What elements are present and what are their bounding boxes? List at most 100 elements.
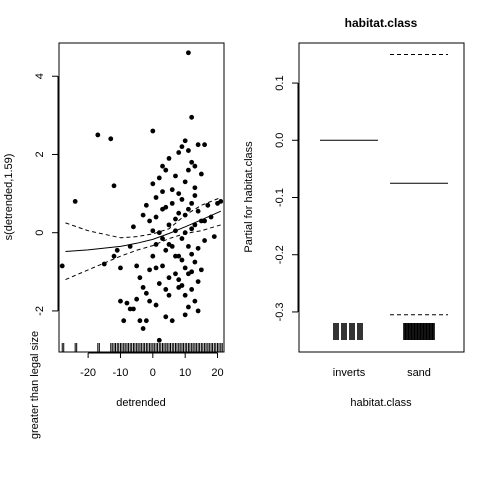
- data-point: [163, 287, 169, 292]
- data-point: [163, 204, 169, 210]
- data-point: [192, 298, 198, 304]
- left-rug: [61, 343, 223, 352]
- right-panel: habitat.class inverts sand -0.3 -0.2 -0.1 0.…: [243, 16, 465, 409]
- right-x-category-label: inverts: [333, 367, 366, 379]
- data-point: [202, 238, 207, 243]
- left-y-tick-label: 4: [34, 73, 46, 79]
- right-y-axis: -0.3 -0.2 -0.1 0.0 0.1: [274, 75, 299, 321]
- data-point: [156, 337, 162, 343]
- data-point: [179, 257, 185, 263]
- data-point: [173, 216, 178, 222]
- data-point: [192, 185, 198, 191]
- data-point: [143, 202, 149, 208]
- data-point: [134, 263, 140, 269]
- data-point: [150, 128, 156, 134]
- data-point: [150, 228, 156, 234]
- data-point: [169, 187, 175, 193]
- data-point: [218, 199, 224, 204]
- right-y-tick-label: -0.3: [274, 302, 286, 321]
- data-point: [195, 208, 201, 214]
- data-point: [150, 181, 156, 187]
- data-point: [176, 277, 182, 283]
- data-point: [150, 253, 156, 259]
- data-point: [173, 253, 178, 259]
- data-point: [124, 300, 130, 306]
- data-point: [189, 287, 195, 292]
- right-y-tick-label: -0.2: [274, 245, 286, 264]
- data-point: [186, 206, 191, 212]
- data-point: [156, 281, 162, 286]
- data-point: [118, 298, 123, 304]
- data-point: [134, 296, 140, 302]
- right-y-tick-label: -0.1: [274, 188, 286, 207]
- data-point: [169, 200, 175, 206]
- data-point: [205, 202, 211, 208]
- data-point: [192, 193, 198, 198]
- data-point: [189, 251, 195, 257]
- right-plot-frame: [298, 42, 465, 353]
- left-x-axis-title: detrended: [116, 397, 166, 409]
- data-point: [147, 218, 152, 224]
- data-point: [153, 195, 159, 200]
- data-point: [176, 191, 182, 196]
- data-point: [189, 269, 195, 275]
- data-point: [118, 265, 123, 271]
- data-point: [59, 263, 65, 269]
- data-point: [153, 302, 159, 308]
- data-point: [195, 142, 201, 148]
- lower-confidence-band: [65, 224, 221, 281]
- data-point: [186, 167, 191, 173]
- data-point: [160, 236, 165, 241]
- right-x-category-label: sand: [407, 367, 431, 379]
- data-point: [189, 226, 195, 232]
- left-y-tick-label: 2: [34, 151, 46, 157]
- data-point: [182, 179, 188, 185]
- data-point: [179, 144, 185, 150]
- right-x-axis-title: habitat.class: [350, 397, 412, 409]
- right-chart-title: habitat.class: [345, 16, 418, 30]
- data-point: [192, 222, 198, 228]
- right-rug: [333, 323, 435, 340]
- data-point: [147, 267, 152, 273]
- left-x-tick-label: 20: [211, 367, 223, 379]
- right-y-tick-label: 0.0: [274, 133, 286, 148]
- data-point: [166, 275, 172, 281]
- data-point: [173, 173, 178, 179]
- data-point: [166, 242, 172, 247]
- data-point: [189, 159, 195, 165]
- data-point: [166, 292, 172, 298]
- data-point: [176, 210, 182, 216]
- data-point: [195, 279, 201, 284]
- left-x-axis: -20 -10 0 10 20: [80, 352, 224, 379]
- data-point: [95, 132, 101, 138]
- left-plot-frame: [58, 42, 225, 353]
- data-point: [147, 298, 152, 304]
- left-x-tick-label: -20: [80, 367, 96, 379]
- data-point: [143, 318, 149, 324]
- data-point: [195, 245, 201, 251]
- data-point: [143, 290, 149, 296]
- data-point: [140, 212, 146, 218]
- fit-line: [65, 210, 222, 252]
- data-point: [160, 163, 165, 169]
- data-point: [160, 189, 165, 195]
- data-point: [173, 271, 178, 277]
- data-point: [121, 318, 127, 324]
- right-x-axis: inverts sand: [333, 367, 431, 379]
- data-point: [160, 263, 165, 269]
- left-y-tick-label: 0: [34, 230, 46, 236]
- left-y-tick-label: -2: [34, 306, 46, 316]
- data-point: [156, 230, 162, 236]
- data-point: [140, 326, 146, 331]
- data-point: [163, 314, 169, 320]
- data-point: [179, 236, 185, 241]
- data-point: [137, 318, 143, 324]
- data-point: [186, 304, 191, 310]
- right-term-marks: [320, 53, 448, 316]
- left-x-tick-label: 0: [150, 367, 156, 379]
- data-point: [192, 163, 198, 169]
- data-point: [198, 171, 204, 177]
- data-point: [153, 242, 159, 247]
- left-outer-y-label: greater than legal size: [29, 331, 41, 439]
